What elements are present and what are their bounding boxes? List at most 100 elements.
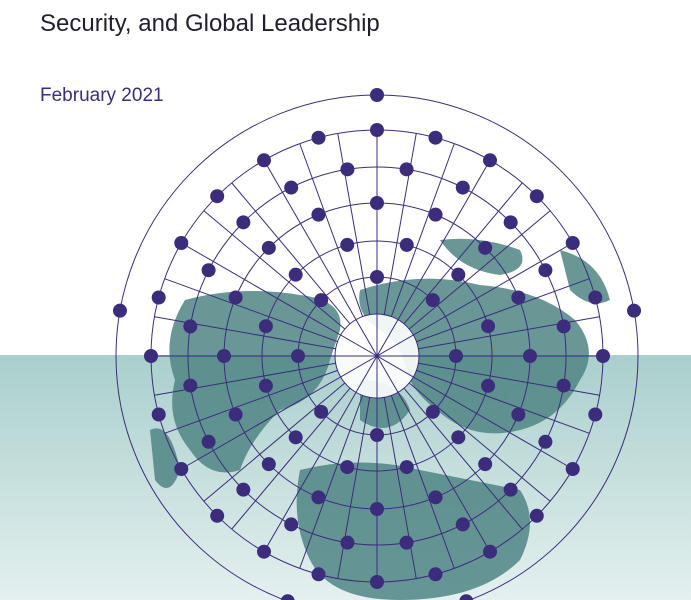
- dot: [261, 457, 276, 472]
- dot: [291, 349, 305, 363]
- dot: [151, 290, 166, 305]
- dots: [112, 88, 642, 600]
- dot: [340, 460, 355, 475]
- meridian: [337, 397, 371, 579]
- dot: [370, 575, 384, 589]
- dot: [627, 303, 642, 318]
- dot: [565, 236, 580, 250]
- dot: [425, 293, 440, 308]
- dot: [144, 349, 158, 363]
- dot: [399, 162, 414, 177]
- dot: [311, 567, 326, 582]
- dot: [284, 517, 299, 532]
- meridian: [164, 278, 338, 343]
- dot: [284, 180, 299, 195]
- meridian: [299, 143, 364, 317]
- dot: [399, 535, 414, 550]
- dot: [483, 544, 497, 559]
- dot: [478, 457, 493, 472]
- dot: [538, 263, 553, 278]
- dot: [236, 482, 251, 497]
- dot: [529, 189, 544, 204]
- land-masses: [150, 238, 610, 600]
- dot: [370, 88, 384, 102]
- dot: [523, 349, 537, 363]
- dot: [503, 482, 518, 497]
- dot: [183, 319, 198, 334]
- dot: [311, 207, 326, 222]
- dot: [588, 407, 603, 422]
- dot: [588, 290, 603, 305]
- dot: [370, 502, 384, 516]
- dot: [529, 508, 544, 523]
- dot: [399, 460, 414, 475]
- dot: [511, 290, 526, 305]
- dot: [481, 319, 496, 334]
- dot: [340, 535, 355, 550]
- meridian: [376, 242, 573, 357]
- meridian: [376, 355, 491, 552]
- dot: [481, 378, 496, 393]
- meridian: [390, 143, 455, 317]
- dot: [483, 153, 497, 168]
- meridian: [403, 387, 523, 530]
- dot: [370, 428, 384, 442]
- dot: [478, 240, 493, 255]
- dot: [459, 594, 474, 600]
- dot: [236, 215, 251, 230]
- meridian: [181, 242, 378, 357]
- meridian: [231, 182, 351, 325]
- dot: [258, 319, 273, 334]
- meridian: [403, 182, 523, 325]
- meridian: [337, 133, 371, 315]
- meridian: [376, 355, 573, 470]
- dot: [511, 407, 526, 422]
- dot: [201, 263, 216, 278]
- dot: [425, 404, 440, 419]
- dot: [183, 378, 198, 393]
- dot: [370, 196, 384, 210]
- dot: [451, 430, 466, 445]
- dot: [538, 434, 553, 449]
- dot: [288, 267, 303, 282]
- meridian: [203, 210, 346, 330]
- dot: [151, 407, 166, 422]
- dot: [556, 319, 571, 334]
- dot: [370, 270, 384, 284]
- dot: [201, 434, 216, 449]
- dot: [112, 303, 127, 318]
- dot: [217, 349, 231, 363]
- dot: [210, 189, 225, 204]
- dot: [174, 462, 189, 476]
- dot: [288, 430, 303, 445]
- dot: [314, 293, 329, 308]
- dot: [314, 404, 329, 419]
- dot: [311, 490, 326, 505]
- meridian: [263, 160, 378, 357]
- dot: [455, 517, 470, 532]
- dot: [399, 237, 414, 252]
- meridian: [416, 369, 590, 434]
- dot: [449, 349, 463, 363]
- meridian: [154, 362, 336, 396]
- meridian: [299, 395, 364, 569]
- dot: [228, 407, 243, 422]
- dot: [258, 378, 273, 393]
- dot: [370, 123, 384, 137]
- title-line: Security, and Global Leadership: [40, 10, 380, 37]
- dot: [428, 130, 443, 145]
- dot: [261, 240, 276, 255]
- dot: [340, 162, 355, 177]
- dot: [556, 378, 571, 393]
- meridian: [154, 316, 336, 350]
- dot: [174, 236, 189, 250]
- meridian: [418, 362, 600, 396]
- dot: [257, 153, 271, 168]
- dot: [565, 462, 580, 476]
- meridian: [263, 355, 378, 552]
- dot: [428, 567, 443, 582]
- meridian: [408, 382, 551, 502]
- dot: [428, 490, 443, 505]
- meridian: [383, 133, 417, 315]
